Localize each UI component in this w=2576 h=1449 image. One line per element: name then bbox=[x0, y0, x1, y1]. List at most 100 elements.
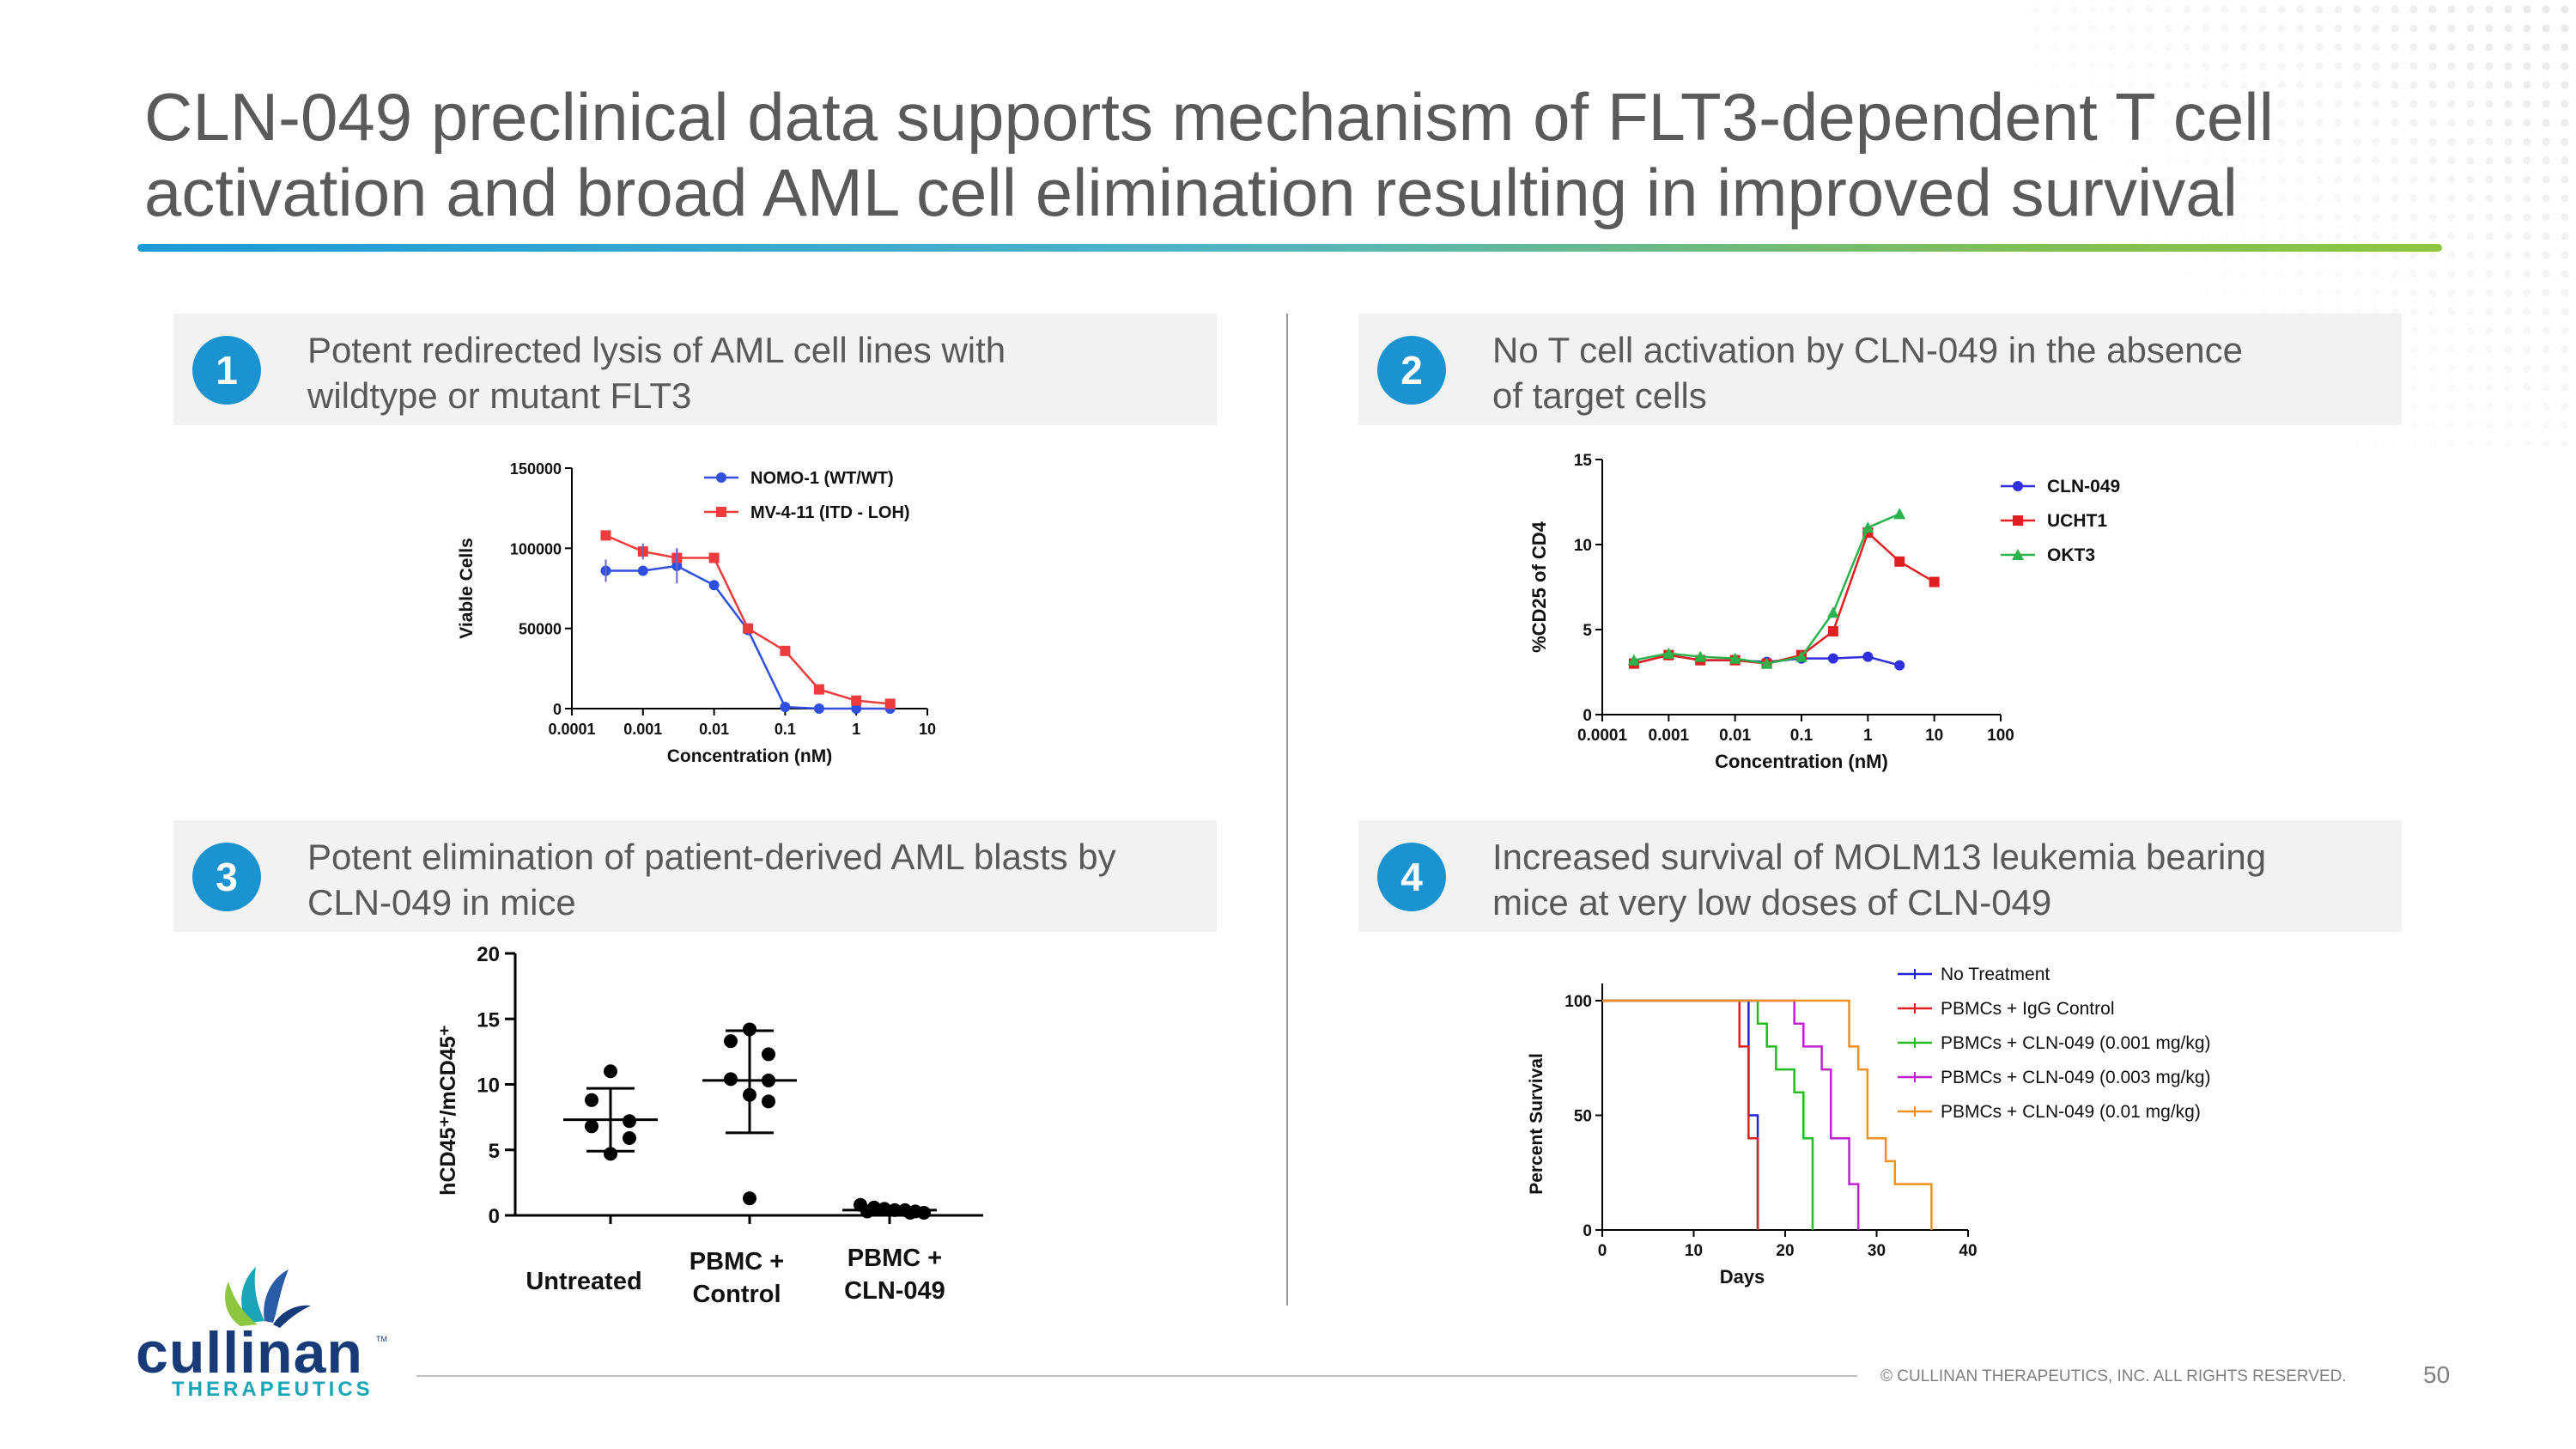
x-tick-label: 0.0001 bbox=[1577, 727, 1628, 745]
data-point bbox=[1827, 625, 1838, 636]
y-tick-label: 50 bbox=[1574, 1108, 1592, 1126]
y-tick-label: 10 bbox=[1574, 537, 1592, 555]
data-point bbox=[1893, 508, 1906, 520]
chart-cd25-activation: 0.0001 0.001 0.01 0.1 1 10 100 0 5 10 15 Concentrat… bbox=[1528, 452, 2120, 772]
panel-2-description: No T cell activation by CLN-049 in the a… bbox=[1492, 327, 2368, 418]
data-point bbox=[851, 703, 862, 714]
y-tick-label: 50000 bbox=[519, 621, 562, 638]
series-line bbox=[605, 534, 890, 705]
data-point bbox=[743, 1022, 756, 1037]
data-point bbox=[600, 530, 611, 541]
y-tick-label: 0 bbox=[489, 1205, 500, 1228]
data-point bbox=[1728, 652, 1741, 664]
x-tick-label: 0.01 bbox=[699, 721, 729, 738]
panel-4-line-2: mice at very low doses of CLN-049 bbox=[1492, 882, 2052, 922]
legend-marker bbox=[2012, 549, 2024, 560]
series-line bbox=[1633, 530, 1935, 665]
legend-label: OKT3 bbox=[2047, 545, 2095, 565]
legend-label: PBMCs + IgG Control bbox=[1941, 999, 2114, 1019]
data-point bbox=[1929, 576, 1940, 588]
category-label: CLN-049 bbox=[844, 1277, 945, 1305]
x-tick-label: 0.001 bbox=[623, 721, 662, 738]
data-point bbox=[762, 1047, 775, 1062]
x-tick-label: 0 bbox=[1598, 1242, 1607, 1260]
data-point bbox=[780, 702, 791, 713]
legend-marker bbox=[716, 472, 726, 483]
x-axis-label: Concentration (nM) bbox=[1715, 751, 1888, 772]
panel-2-banner: 2 No T cell activation by CLN-049 in the… bbox=[1358, 314, 2402, 425]
y-tick-label: 15 bbox=[477, 1008, 500, 1032]
data-point bbox=[1662, 647, 1675, 659]
data-point bbox=[724, 1072, 738, 1087]
data-point bbox=[884, 698, 896, 709]
data-point bbox=[1627, 654, 1640, 666]
legend-label: CLN-049 bbox=[2047, 477, 2120, 496]
x-tick-label: 0.0001 bbox=[548, 721, 595, 738]
panel-4-banner: 4 Increased survival of MOLM13 leukemia … bbox=[1358, 820, 2402, 932]
y-tick-label: 20 bbox=[477, 943, 500, 966]
cullinan-logo: cullinan TM THERAPEUTICS bbox=[136, 1263, 393, 1401]
data-point bbox=[623, 1131, 636, 1146]
page-number: 50 bbox=[2423, 1361, 2451, 1388]
data-point bbox=[724, 1034, 738, 1049]
data-point bbox=[1795, 650, 1807, 662]
y-tick-label: 0 bbox=[553, 701, 562, 718]
chart-survival: 0 10 20 30 40 0 50 100 Days Percent Survival No Tr… bbox=[1527, 965, 2211, 1288]
x-tick-label: 1 bbox=[1863, 727, 1873, 745]
series-line bbox=[605, 564, 890, 710]
data-point bbox=[708, 552, 720, 563]
panel-4-line-1: Increased survival of MOLM13 leukemia be… bbox=[1492, 837, 2267, 877]
x-tick-label: 40 bbox=[1959, 1242, 1977, 1260]
category-label: Control bbox=[692, 1281, 781, 1308]
data-point bbox=[762, 1094, 775, 1109]
svg-text:TM: TM bbox=[376, 1335, 387, 1343]
y-axis-label: Percent Survival bbox=[1527, 1053, 1546, 1195]
legend-marker bbox=[2013, 481, 2023, 491]
data-point bbox=[851, 695, 862, 706]
panel-1-line-2: wildtype or mutant FLT3 bbox=[307, 375, 692, 416]
x-tick-label: 0.1 bbox=[1790, 727, 1814, 745]
x-tick-label: 1 bbox=[852, 721, 860, 738]
legend-marker bbox=[716, 507, 726, 517]
y-tick-label: 150000 bbox=[510, 460, 562, 478]
panel-4-description: Increased survival of MOLM13 leukemia be… bbox=[1492, 834, 2368, 925]
data-point bbox=[623, 1114, 636, 1129]
data-point bbox=[585, 1119, 598, 1134]
x-tick-label: 0.1 bbox=[775, 721, 796, 738]
data-point bbox=[813, 703, 824, 714]
x-tick-label: 0.001 bbox=[1649, 727, 1690, 745]
survival-curve bbox=[1602, 999, 1814, 1230]
cullinan-logo-mark: cullinan TM THERAPEUTICS bbox=[136, 1267, 387, 1401]
panel-1-number-badge: 1 bbox=[192, 336, 261, 405]
survival-curve bbox=[1602, 999, 1860, 1230]
copyright-text: © CULLINAN THERAPEUTICS, INC. ALL RIGHTS… bbox=[1880, 1367, 2347, 1385]
panel-3-banner: 3 Potent elimination of patient-derived … bbox=[173, 820, 1217, 932]
y-tick-label: 100 bbox=[1564, 993, 1592, 1011]
y-axis-label: Viable Cells bbox=[457, 538, 477, 639]
data-point bbox=[708, 580, 720, 591]
data-point bbox=[1862, 521, 1874, 533]
survival-curve bbox=[1602, 999, 1759, 1230]
panel-2-line-1: No T cell activation by CLN-049 in the a… bbox=[1492, 330, 2243, 370]
panel-3-description: Potent elimination of patient-derived AM… bbox=[307, 834, 1183, 925]
legend-label: No Treatment bbox=[1941, 965, 2050, 984]
panel-3-line-2: CLN-049 in mice bbox=[307, 882, 576, 922]
panel-3-line-1: Potent elimination of patient-derived AM… bbox=[307, 837, 1116, 877]
data-point bbox=[1894, 556, 1905, 567]
series-line bbox=[1633, 513, 1900, 665]
x-tick-label: 10 bbox=[1685, 1242, 1703, 1260]
panel-4-number-badge: 4 bbox=[1377, 843, 1446, 911]
data-point bbox=[1826, 606, 1839, 618]
legend-label: NOMO-1 (WT/WT) bbox=[750, 469, 894, 488]
data-point bbox=[1760, 657, 1773, 669]
y-tick-label: 5 bbox=[1583, 622, 1592, 640]
title-underline bbox=[137, 244, 2442, 252]
category-label: Untreated bbox=[526, 1268, 641, 1295]
data-point bbox=[813, 684, 824, 695]
data-point bbox=[1694, 650, 1707, 662]
legend-label: PBMCs + CLN-049 (0.01 mg/kg) bbox=[1941, 1102, 2201, 1122]
data-point bbox=[604, 1064, 617, 1079]
legend-label: UCHT1 bbox=[2047, 511, 2107, 531]
panel-1-description: Potent redirected lysis of AML cell line… bbox=[307, 327, 1183, 418]
legend-marker bbox=[2013, 515, 2023, 526]
